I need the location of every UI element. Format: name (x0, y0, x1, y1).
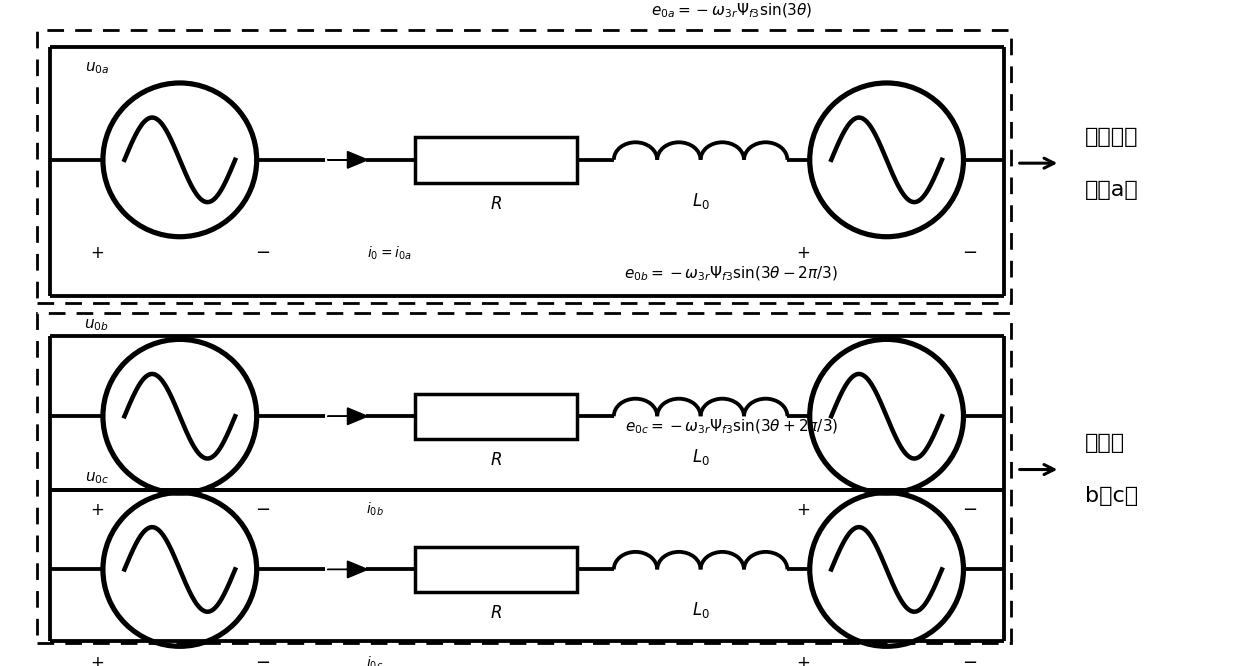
Text: +: + (796, 501, 811, 519)
Text: $R$: $R$ (490, 452, 502, 470)
Bar (37, 30, 1011, 303)
Bar (415, 394, 577, 439)
Text: $i_{0c}$: $i_{0c}$ (366, 654, 383, 666)
Text: −: − (255, 654, 270, 666)
Text: $e_{0b}=-\omega_{3r}\Psi_{f3}\sin(3\theta-2\pi/3)$: $e_{0b}=-\omega_{3r}\Psi_{f3}\sin(3\thet… (625, 264, 838, 283)
Text: $R$: $R$ (490, 605, 502, 623)
FancyArrow shape (327, 408, 367, 425)
Text: $u_{0c}$: $u_{0c}$ (86, 470, 109, 486)
Text: −: − (255, 501, 270, 519)
Text: +: + (89, 244, 104, 262)
Text: $i_0=i_{0a}$: $i_0=i_{0a}$ (367, 244, 412, 262)
Text: −: − (962, 654, 977, 666)
Text: +: + (796, 244, 811, 262)
Text: $R$: $R$ (490, 196, 502, 213)
Text: +: + (796, 654, 811, 666)
Bar (415, 547, 577, 592)
Text: $L_0$: $L_0$ (692, 190, 709, 210)
Text: $u_{0b}$: $u_{0b}$ (84, 317, 109, 333)
Text: +: + (89, 501, 104, 519)
Text: −: − (962, 501, 977, 519)
Text: b、c相: b、c相 (1085, 486, 1138, 506)
Text: −: − (962, 244, 977, 262)
Text: 作为a相: 作为a相 (1085, 180, 1138, 200)
Text: −: − (255, 244, 270, 262)
Bar (37, 313, 1011, 643)
FancyArrow shape (327, 152, 367, 168)
Text: $L_0$: $L_0$ (692, 447, 709, 467)
Text: $i_{0b}$: $i_{0b}$ (366, 501, 383, 518)
Text: $L_0$: $L_0$ (692, 600, 709, 620)
FancyArrow shape (327, 561, 367, 578)
Text: $u_{0a}$: $u_{0a}$ (84, 61, 109, 77)
Text: 原有零轴: 原有零轴 (1085, 127, 1138, 147)
Text: 扩展的: 扩展的 (1085, 433, 1125, 453)
Text: $e_{0a}=-\omega_{3r}\Psi_{f3}\sin(3\theta)$: $e_{0a}=-\omega_{3r}\Psi_{f3}\sin(3\thet… (651, 1, 812, 20)
Text: $e_{0c}=-\omega_{3r}\Psi_{f3}\sin(3\theta+2\pi/3)$: $e_{0c}=-\omega_{3r}\Psi_{f3}\sin(3\thet… (625, 418, 838, 436)
Text: +: + (89, 654, 104, 666)
Bar (415, 137, 577, 182)
